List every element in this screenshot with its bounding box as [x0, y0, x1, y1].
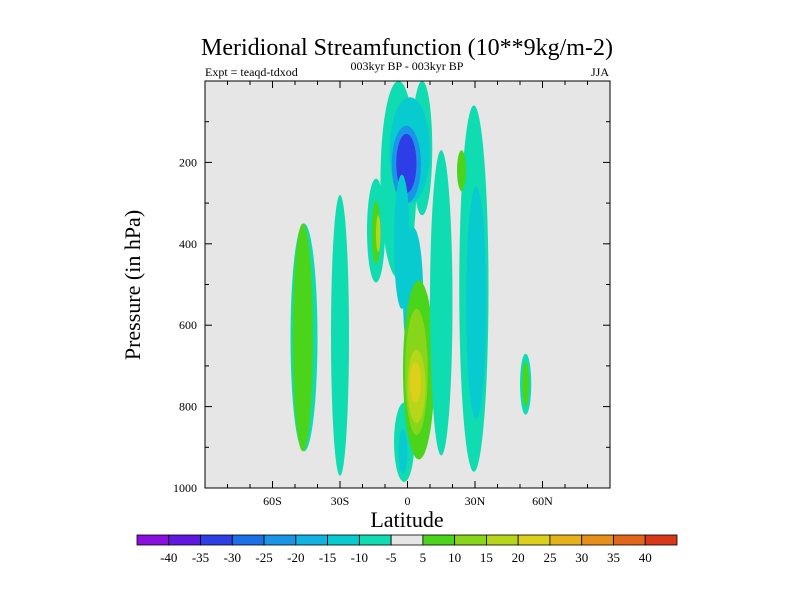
colorbar-label-1: -35: [192, 550, 209, 565]
left-string: Expt = teaqd-tdxod: [205, 65, 298, 79]
colorbar-box-4: [263, 534, 297, 546]
colorbar-box-3: [231, 534, 265, 546]
colorbar-box-16: [644, 534, 678, 546]
contour-region-8: [398, 428, 408, 474]
colorbar-box-6: [327, 534, 360, 546]
contour-region-19: [430, 150, 453, 456]
contour-fill-layer: [290, 80, 532, 482]
colorbar-box-12: [517, 534, 551, 546]
x-tick-label: 0: [405, 494, 411, 508]
contour-region-24: [522, 361, 529, 407]
colorbar-box-14: [581, 534, 614, 546]
colorbar-label-5: -15: [319, 550, 336, 565]
y-tick-label: 200: [179, 155, 197, 169]
colorbar-label-14: 35: [607, 550, 620, 565]
x-tick-label: 30N: [465, 494, 486, 508]
contour-region-15: [409, 361, 421, 403]
colorbar-label-4: -20: [287, 550, 304, 565]
colorbar-box-5: [295, 534, 328, 546]
colorbar-label-8: 5: [420, 550, 427, 565]
y-tick-label: 600: [179, 318, 197, 332]
colorbar-box-0: [136, 534, 170, 546]
colorbar-box-1: [168, 534, 201, 546]
contour-region-22: [457, 150, 466, 191]
plot-frame: [204, 80, 611, 489]
right-string: JJA: [591, 65, 609, 79]
chart-title: Meridional Streamfunction (10**9kg/m-2): [201, 35, 613, 61]
contour-region-11: [376, 215, 381, 252]
x-tick-label: 60N: [532, 494, 553, 508]
colorbar-box-13: [549, 534, 583, 546]
colorbar-box-15: [613, 534, 646, 546]
colorbar-box-2: [200, 534, 233, 546]
colorbar-label-10: 15: [480, 550, 493, 565]
contour-region-21: [466, 186, 487, 419]
colorbar-label-13: 30: [575, 550, 588, 565]
chart-subtitle: 003kyr BP - 003kyr BP: [351, 59, 464, 73]
x-tick-label: 30S: [331, 494, 350, 508]
colorbar-box-11: [486, 534, 519, 546]
colorbar-box-10: [454, 534, 487, 546]
colorbar: -40 -35 -30 -25 -20 -15 -10 -5 5 10 15 20 25 30 35 40: [136, 534, 678, 565]
x-tick-label: 60S: [263, 494, 282, 508]
axis-layer: 60S 30S 0 30N 60N 200 400 600 800 1000: [173, 81, 611, 508]
colorbar-box-8: [390, 534, 424, 546]
colorbar-label-6: -10: [351, 550, 368, 565]
colorbar-label-15: 40: [639, 550, 652, 565]
colorbar-label-11: 20: [512, 550, 525, 565]
contour-region-16: [331, 194, 349, 476]
colorbar-label-7: -5: [386, 550, 397, 565]
colorbar-box-9: [422, 534, 456, 546]
y-tick-label: 1000: [173, 481, 197, 495]
colorbar-label-9: 10: [448, 550, 461, 565]
x-axis-label: Latitude: [370, 507, 443, 532]
y-tick-label: 400: [179, 237, 197, 251]
colorbar-label-12: 25: [543, 550, 556, 565]
contour-region-18: [292, 223, 313, 452]
colorbar-label-2: -30: [224, 550, 241, 565]
colorbar-label-3: -25: [255, 550, 272, 565]
colorbar-label-0: -40: [160, 550, 177, 565]
y-axis-label: Pressure (in hPa): [120, 210, 145, 360]
colorbar-box-7: [358, 534, 392, 546]
y-tick-label: 800: [179, 400, 197, 414]
